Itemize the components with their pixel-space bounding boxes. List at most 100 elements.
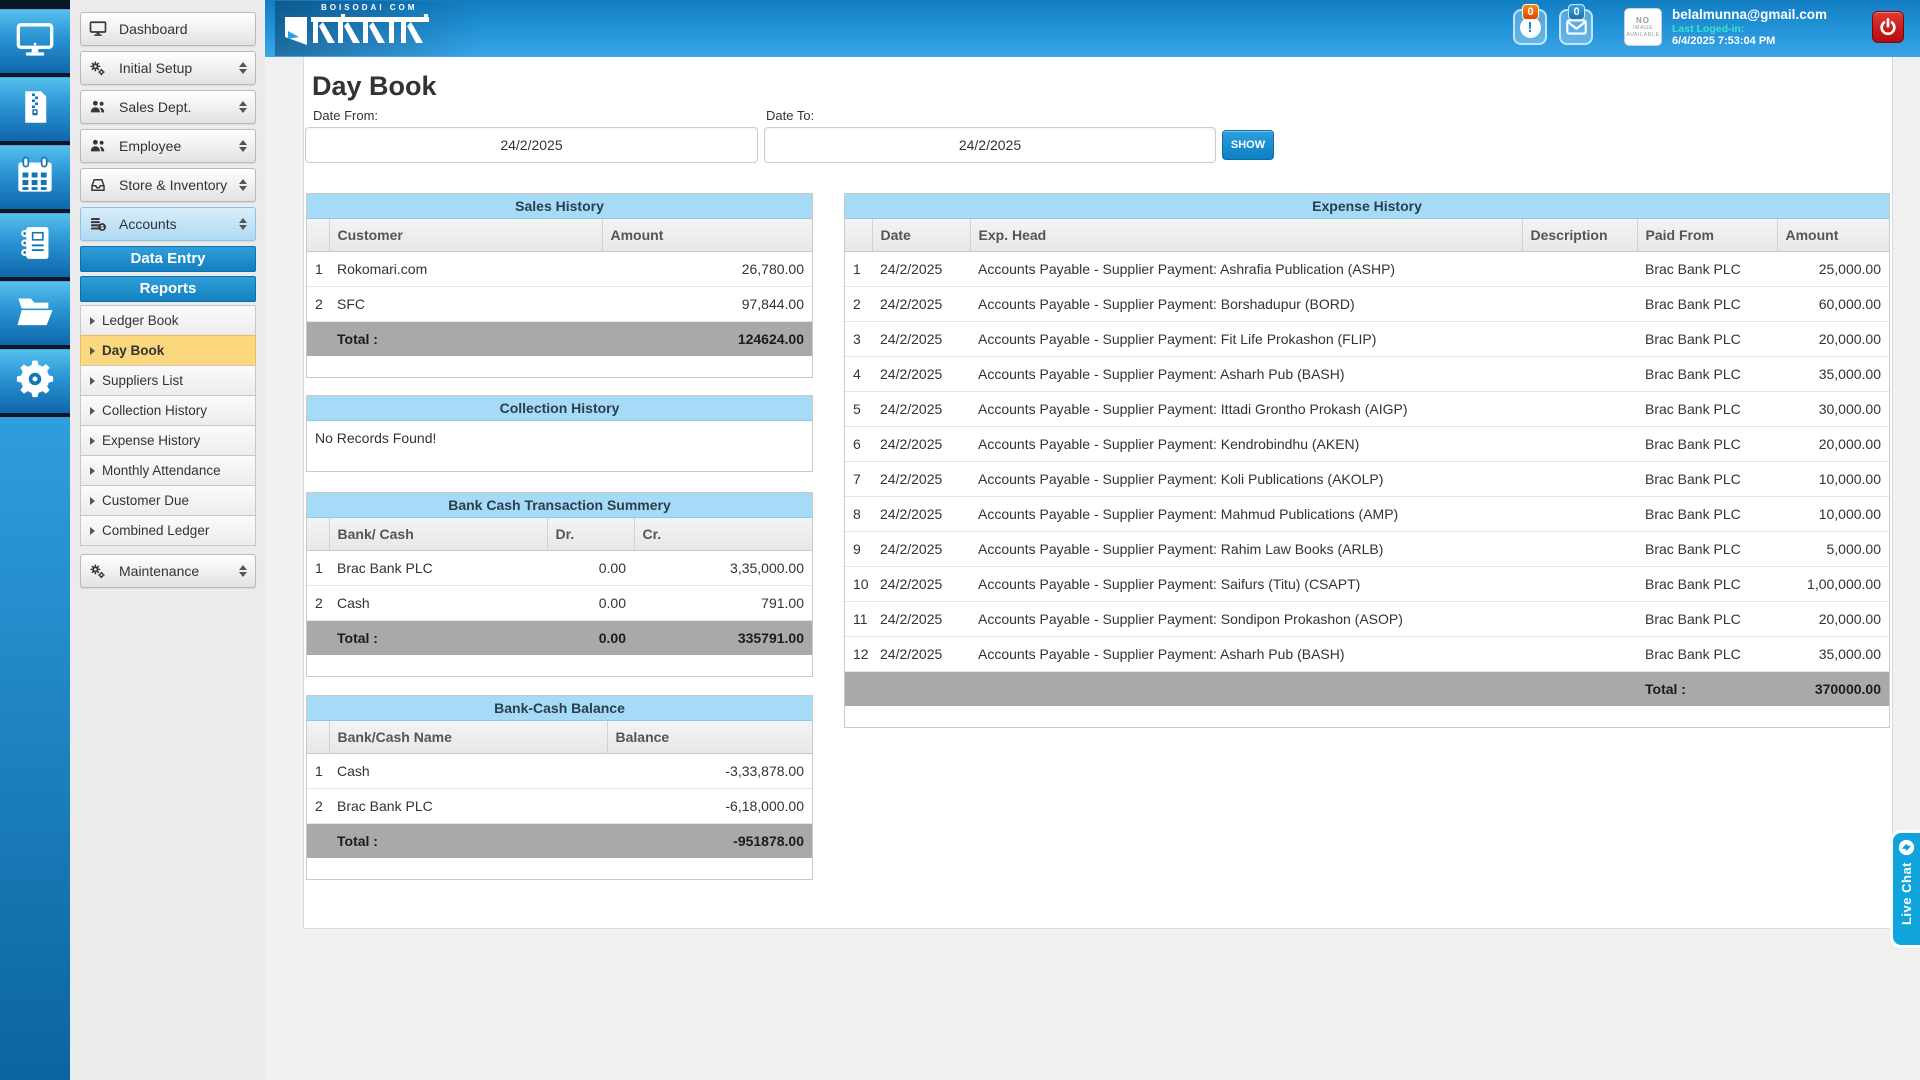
gear-icon <box>15 359 55 404</box>
table-cell: Brac Bank PLC <box>329 550 547 586</box>
sidebar-item-day-book[interactable]: Day Book <box>80 335 256 366</box>
caret-right-icon <box>90 346 95 355</box>
show-button[interactable]: SHOW <box>1222 130 1274 160</box>
table-cell: Cash <box>329 585 547 621</box>
rail-monitor-button[interactable] <box>0 9 70 73</box>
logo-mark-icon <box>285 13 429 45</box>
rail-calendar-button[interactable] <box>0 145 70 209</box>
sales-history-table: Sales History Customer Amount 1 Rokomari.com… <box>306 193 813 378</box>
menu-section-reports[interactable]: Reports <box>80 276 256 302</box>
sidebar-item-customer-due[interactable]: Customer Due <box>80 485 256 516</box>
sidebar-item-employee[interactable]: Employee <box>80 129 256 163</box>
table-cell: Rokomari.com <box>329 251 602 287</box>
logout-button[interactable] <box>1872 11 1904 43</box>
table-row: 5 24/2/2025 Accounts Payable - Supplier Pa… <box>845 391 1889 427</box>
table-cell: Brac Bank PLC <box>1637 391 1777 427</box>
drawer-icon <box>89 176 113 194</box>
sidebar-item-dashboard[interactable]: Dashboard <box>80 12 256 46</box>
sidebar-item-sales-dept[interactable]: Sales Dept. <box>80 90 256 124</box>
table-cell: Accounts Payable - Supplier Payment: Rah… <box>970 531 1522 567</box>
table-cell: 2 <box>307 585 329 621</box>
caret-right-icon <box>90 466 95 475</box>
table-row: 4 24/2/2025 Accounts Payable - Supplier Pa… <box>845 356 1889 392</box>
table-cell: Cash <box>329 753 607 789</box>
sidebar-item-initial-setup[interactable]: Initial Setup <box>80 51 256 85</box>
table-cell: 60,000.00 <box>1777 286 1889 322</box>
messages-button[interactable]: 0 <box>1559 4 1593 45</box>
date-from-input[interactable] <box>305 127 758 163</box>
rail-filler <box>0 417 70 1080</box>
column-header: Cr. <box>634 518 812 551</box>
table-cell <box>1522 566 1637 602</box>
sidebar-item-maintenance[interactable]: Maintenance <box>80 554 256 588</box>
coins-icon: $ <box>89 215 113 233</box>
rail-folder-button[interactable] <box>0 281 70 345</box>
table-cell: Brac Bank PLC <box>1637 496 1777 532</box>
empty-records-text: No Records Found! <box>315 430 437 446</box>
table-cell: 8 <box>845 496 872 532</box>
rail-gear-button[interactable] <box>0 349 70 413</box>
expense-history-table: Expense History Date Exp. Head Description P… <box>844 193 1890 728</box>
total-cell: Total : <box>329 823 607 858</box>
table-row: 2 Brac Bank PLC -6,18,000.00 <box>307 788 812 824</box>
column-header: Balance <box>607 721 812 754</box>
folder-icon <box>15 291 55 336</box>
notifications-button[interactable]: 0 ! <box>1513 4 1547 45</box>
table-cell: Brac Bank PLC <box>1637 636 1777 672</box>
sidebar-item-store-inventory[interactable]: Store & Inventory <box>80 168 256 202</box>
caret-right-icon <box>90 376 95 385</box>
table-total-row: Total :124624.00 <box>307 321 812 356</box>
expand-arrows-icon <box>239 218 247 230</box>
table-title: Bank-Cash Balance <box>307 696 812 721</box>
rail-zip-file-button[interactable] <box>0 77 70 141</box>
table-cell: 10 <box>845 566 872 602</box>
table-row: 2 SFC 97,844.00 <box>307 286 812 322</box>
table-cell: 20,000.00 <box>1777 321 1889 357</box>
table-cell: Accounts Payable - Supplier Payment: Ken… <box>970 426 1522 462</box>
sidebar-item-expense-history[interactable]: Expense History <box>80 425 256 456</box>
sidebar-item-label: Ledger Book <box>102 313 179 328</box>
column-header: Dr. <box>547 518 635 551</box>
column-header <box>307 721 330 754</box>
table-cell: -6,18,000.00 <box>607 788 812 824</box>
table-cell: Brac Bank PLC <box>1637 286 1777 322</box>
table-cell: 1,00,000.00 <box>1777 566 1889 602</box>
collection-history-table: Collection History No Records Found! <box>306 395 813 472</box>
table-cell: 24/2/2025 <box>872 426 970 462</box>
people-icon <box>89 98 113 116</box>
table-cell: 24/2/2025 <box>872 636 970 672</box>
logo[interactable]: BOISODAI COM <box>275 1 500 56</box>
table-title: Collection History <box>307 396 812 421</box>
rail-ledger-book-button[interactable] <box>0 213 70 277</box>
total-cell: Total : <box>329 321 602 356</box>
table-cell: 2 <box>845 286 872 322</box>
table-cell: 24/2/2025 <box>872 531 970 567</box>
live-chat-tab[interactable]: Live Chat <box>1893 833 1920 945</box>
sidebar-item-label: Monthly Attendance <box>102 463 221 478</box>
sidebar-item-combined-ledger[interactable]: Combined Ledger <box>80 515 256 546</box>
column-header: Customer <box>329 219 603 252</box>
zip-file-icon <box>17 89 53 130</box>
date-to-input[interactable] <box>764 127 1216 163</box>
table-cell <box>1522 286 1637 322</box>
table-cell: 12 <box>845 636 872 672</box>
sidebar-item-ledger-book[interactable]: Ledger Book <box>80 305 256 336</box>
sidebar-item-monthly-attendance[interactable]: Monthly Attendance <box>80 455 256 486</box>
table-cell: Brac Bank PLC <box>1637 531 1777 567</box>
table-cell: Accounts Payable - Supplier Payment: Ash… <box>970 251 1522 287</box>
avatar[interactable]: NO IMAGE AVAILABLE <box>1624 8 1662 46</box>
sidebar-item-accounts[interactable]: $ Accounts <box>80 207 256 241</box>
page-title: Day Book <box>312 71 437 101</box>
content-area: Day Book Date From: Date To: SHOW Sales … <box>303 57 1893 929</box>
sidebar-item-suppliers-list[interactable]: Suppliers List <box>80 365 256 396</box>
menu-section-data-entry[interactable]: Data Entry <box>80 246 256 272</box>
bank-cash-transaction-table: Bank Cash Transaction Summery Bank/ Cash D… <box>306 492 813 677</box>
table-cell <box>1522 391 1637 427</box>
icon-rail <box>0 0 70 1080</box>
expand-arrows-icon <box>239 140 247 152</box>
table-cell <box>1522 426 1637 462</box>
table-cell <box>1522 531 1637 567</box>
date-from-label: Date From: <box>313 108 379 123</box>
sidebar-item-collection-history[interactable]: Collection History <box>80 395 256 426</box>
table-title: Bank Cash Transaction Summery <box>307 493 812 518</box>
